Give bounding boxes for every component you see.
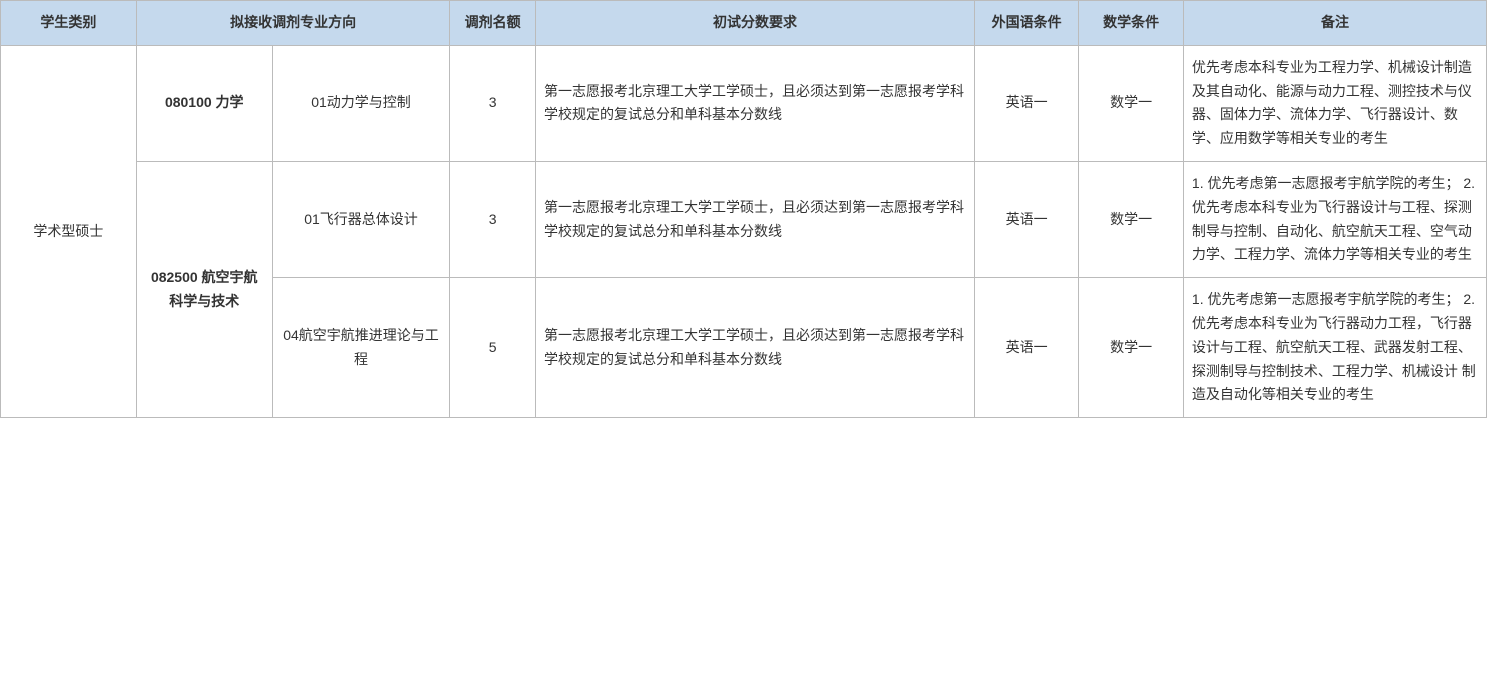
quota-cell: 3 xyxy=(450,161,536,277)
remarks-cell: 1. 优先考虑第一志愿报考宇航学院的考生； 2. 优先考虑本科专业为飞行器动力工… xyxy=(1183,278,1486,418)
major-code-cell: 082500 航空宇航科学与技术 xyxy=(136,161,272,417)
exam-requirement-cell: 第一志愿报考北京理工大学工学硕士，且必须达到第一志愿报考学科学校规定的复试总分和… xyxy=(536,45,975,161)
major-code-cell: 080100 力学 xyxy=(136,45,272,161)
remarks-cell: 1. 优先考虑第一志愿报考宇航学院的考生； 2.优先考虑本科专业为飞行器设计与工… xyxy=(1183,161,1486,277)
exam-requirement-cell: 第一志愿报考北京理工大学工学硕士，且必须达到第一志愿报考学科学校规定的复试总分和… xyxy=(536,278,975,418)
foreign-lang-cell: 英语一 xyxy=(974,161,1079,277)
sub-direction-cell: 04航空宇航推进理论与工程 xyxy=(272,278,450,418)
col-foreign-lang: 外国语条件 xyxy=(974,1,1079,46)
table-header-row: 学生类别 拟接收调剂专业方向 调剂名额 初试分数要求 外国语条件 数学条件 备注 xyxy=(1,1,1487,46)
quota-cell: 3 xyxy=(450,45,536,161)
foreign-lang-cell: 英语一 xyxy=(974,278,1079,418)
math-cell: 数学一 xyxy=(1079,161,1184,277)
col-quota: 调剂名额 xyxy=(450,1,536,46)
student-type-cell: 学术型硕士 xyxy=(1,45,137,417)
table-body: 学术型硕士 080100 力学 01动力学与控制 3 第一志愿报考北京理工大学工… xyxy=(1,45,1487,417)
exam-requirement-cell: 第一志愿报考北京理工大学工学硕士，且必须达到第一志愿报考学科学校规定的复试总分和… xyxy=(536,161,975,277)
col-math: 数学条件 xyxy=(1079,1,1184,46)
foreign-lang-cell: 英语一 xyxy=(974,45,1079,161)
math-cell: 数学一 xyxy=(1079,278,1184,418)
quota-cell: 5 xyxy=(450,278,536,418)
remarks-cell: 优先考虑本科专业为工程力学、机械设计制造及其自动化、能源与动力工程、测控技术与仪… xyxy=(1183,45,1486,161)
sub-direction-cell: 01飞行器总体设计 xyxy=(272,161,450,277)
table-row: 082500 航空宇航科学与技术 01飞行器总体设计 3 第一志愿报考北京理工大… xyxy=(1,161,1487,277)
sub-direction-cell: 01动力学与控制 xyxy=(272,45,450,161)
table-row: 学术型硕士 080100 力学 01动力学与控制 3 第一志愿报考北京理工大学工… xyxy=(1,45,1487,161)
col-exam-requirement: 初试分数要求 xyxy=(536,1,975,46)
col-student-type: 学生类别 xyxy=(1,1,137,46)
col-major-direction: 拟接收调剂专业方向 xyxy=(136,1,449,46)
math-cell: 数学一 xyxy=(1079,45,1184,161)
admissions-table: 学生类别 拟接收调剂专业方向 调剂名额 初试分数要求 外国语条件 数学条件 备注… xyxy=(0,0,1487,418)
col-remarks: 备注 xyxy=(1183,1,1486,46)
